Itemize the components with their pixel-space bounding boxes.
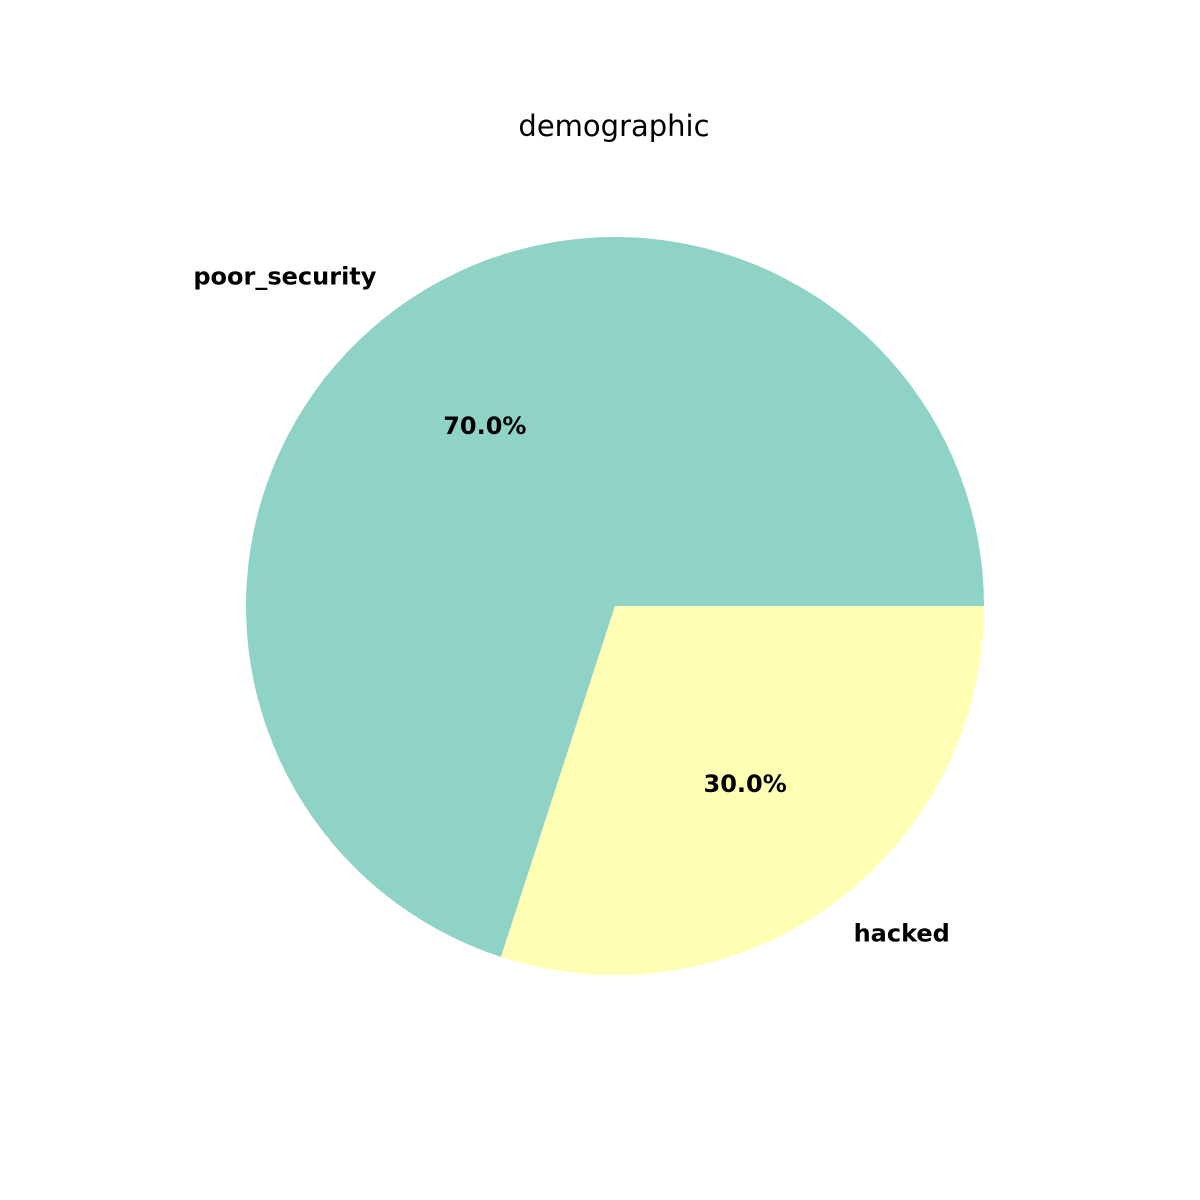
labels-layer: poor_security 70.0% hacked 30.0%: [193, 263, 949, 948]
slices-layer: [246, 237, 985, 976]
slice-label-poor-security: poor_security: [193, 263, 376, 291]
slice-percent-poor-security: 70.0%: [443, 412, 526, 440]
chart-title: demographic: [518, 109, 709, 143]
pie-slice-poor-security: [246, 237, 985, 957]
slice-percent-hacked: 30.0%: [704, 770, 787, 798]
pie-slice-hacked: [500, 606, 984, 976]
slice-label-hacked: hacked: [854, 919, 950, 947]
